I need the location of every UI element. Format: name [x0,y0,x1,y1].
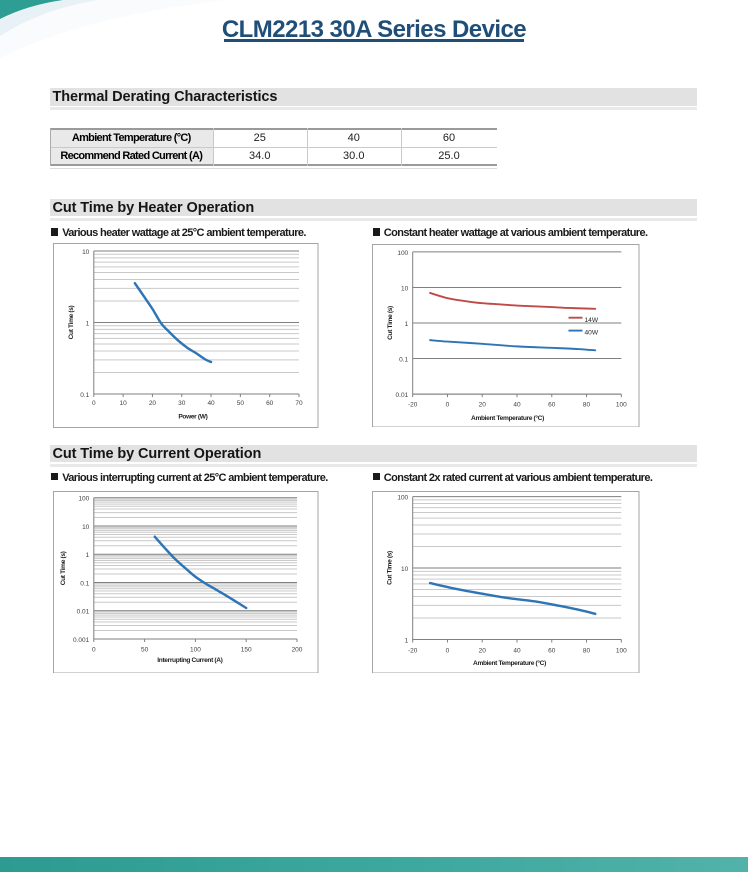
svg-text:Cut Time (s): Cut Time (s) [386,551,393,585]
svg-text:1: 1 [86,552,90,559]
svg-text:40: 40 [513,401,521,408]
svg-text:50: 50 [237,399,245,406]
svg-text:Ambient Temperature (°C): Ambient Temperature (°C) [471,413,544,421]
svg-text:10: 10 [82,248,90,255]
svg-text:60: 60 [548,647,556,654]
svg-text:Cut Time (s): Cut Time (s) [60,551,67,585]
svg-text:Cut Time (s): Cut Time (s) [68,305,75,339]
svg-text:1: 1 [405,637,409,644]
svg-text:80: 80 [583,401,591,408]
svg-text:30: 30 [178,399,186,406]
svg-text:0.01: 0.01 [396,392,409,399]
svg-text:100: 100 [78,495,89,502]
svg-text:60: 60 [548,401,556,408]
svg-text:0.1: 0.1 [80,580,89,587]
svg-text:150: 150 [241,646,252,653]
svg-text:Cut Time (s): Cut Time (s) [387,305,394,339]
svg-text:200: 200 [292,646,303,653]
svg-text:1: 1 [86,320,90,327]
svg-text:40: 40 [513,647,521,654]
svg-text:100: 100 [190,646,201,653]
svg-text:10: 10 [401,566,409,573]
svg-text:10: 10 [119,399,127,406]
svg-text:0.1: 0.1 [80,391,89,398]
svg-text:10: 10 [82,524,90,531]
svg-text:1: 1 [405,320,409,327]
svg-text:0: 0 [446,647,450,654]
svg-text:0.001: 0.001 [73,637,90,644]
svg-text:14W: 14W [585,316,599,323]
svg-text:Ambient Temperature (°C): Ambient Temperature (°C) [473,659,546,667]
svg-text:0: 0 [92,399,96,406]
svg-text:40W: 40W [585,329,599,336]
svg-text:20: 20 [479,647,487,654]
svg-text:100: 100 [397,494,408,501]
svg-text:20: 20 [149,399,157,406]
svg-text:100: 100 [616,647,627,654]
svg-text:Power (W): Power (W) [178,413,207,420]
svg-text:100: 100 [397,249,408,256]
svg-text:0.1: 0.1 [399,356,408,363]
svg-text:50: 50 [141,646,149,653]
svg-text:60: 60 [266,399,274,406]
svg-text:0.01: 0.01 [77,608,90,615]
svg-text:70: 70 [295,399,303,406]
svg-text:0: 0 [446,401,450,408]
svg-text:100: 100 [616,401,627,408]
svg-text:40: 40 [207,399,215,406]
svg-text:0: 0 [92,646,96,653]
svg-text:Interrupting Current (A): Interrupting Current (A) [157,657,222,664]
svg-text:10: 10 [401,285,409,292]
svg-text:-20: -20 [408,401,418,408]
svg-text:-20: -20 [408,647,418,654]
svg-text:20: 20 [479,401,487,408]
svg-text:80: 80 [583,647,591,654]
